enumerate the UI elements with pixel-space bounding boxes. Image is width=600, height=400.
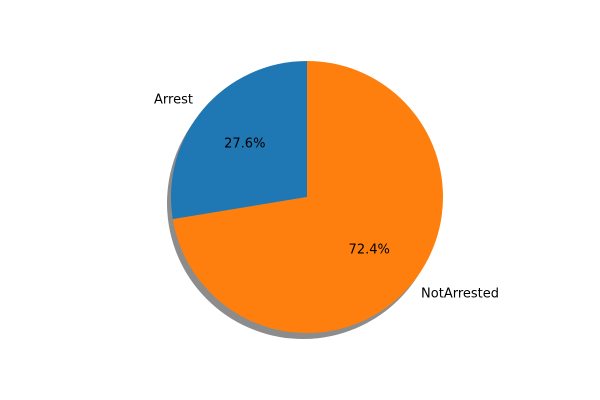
pie-labels: Arrest 27.6% NotArrested 72.4% — [154, 93, 499, 302]
slice-label-arrest: Arrest — [154, 93, 193, 108]
slice-label-notarrested: NotArrested — [421, 286, 499, 301]
slice-percent-notarrested: 72.4% — [349, 242, 390, 257]
pie-slices — [171, 61, 444, 333]
pie-slice-notarrested — [172, 61, 444, 333]
slice-percent-arrest: 27.6% — [224, 137, 265, 152]
pie-slice-arrest — [171, 61, 307, 220]
